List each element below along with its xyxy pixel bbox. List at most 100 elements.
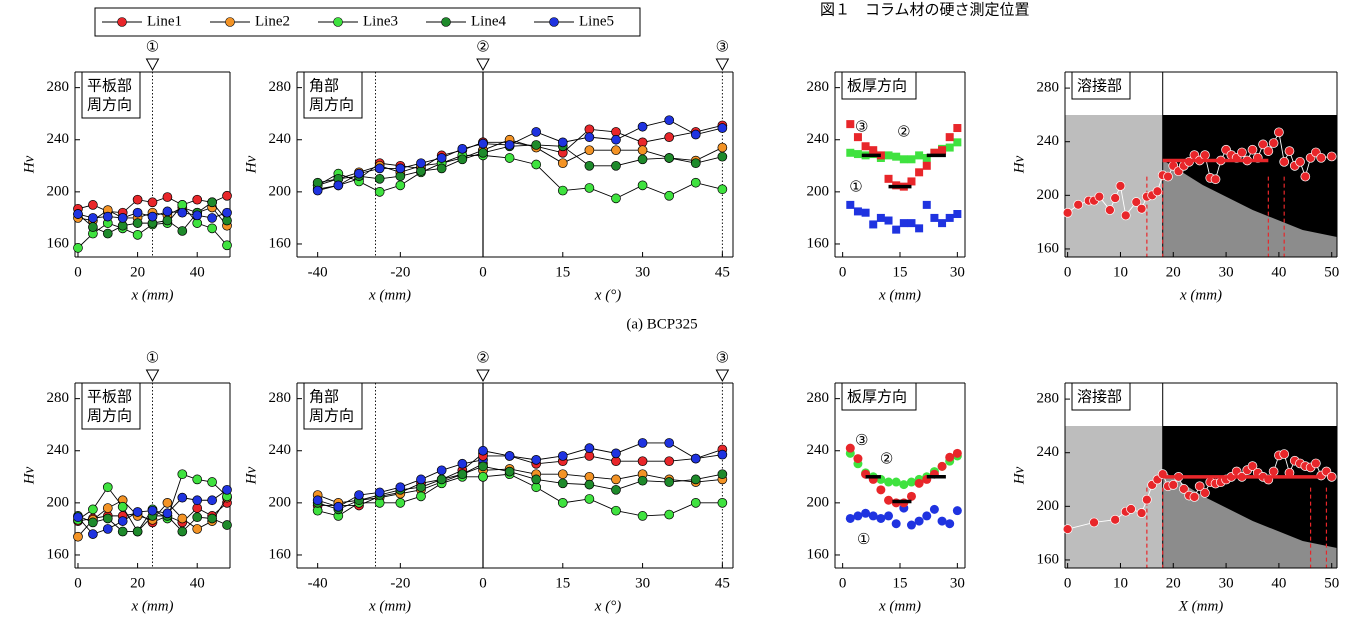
data-point (436, 465, 447, 476)
data-point (611, 145, 621, 156)
x-tick-label: 30 (1219, 575, 1234, 591)
data-point (416, 474, 426, 485)
y-axis-label: Hv (1011, 155, 1027, 174)
position-marker (715, 369, 730, 383)
data-point (938, 146, 947, 155)
data-point (930, 148, 939, 157)
series-label: ③ (855, 119, 868, 135)
data-point (557, 451, 568, 461)
data-point (531, 455, 542, 465)
x-axis-label: x (mm) (368, 598, 411, 614)
data-point (557, 469, 568, 480)
x-tick-label: -40 (308, 575, 328, 591)
data-point (478, 147, 488, 158)
data-point (1189, 492, 1200, 502)
data-point (891, 519, 901, 529)
data-point (162, 215, 173, 226)
data-point (937, 516, 947, 526)
data-point (637, 180, 648, 191)
data-point (222, 520, 232, 530)
legend-marker (333, 17, 343, 27)
data-point (717, 142, 728, 153)
position-label: ① (146, 39, 159, 55)
x-axis-label: x (mm) (1179, 287, 1222, 303)
photo-base-plate (1065, 115, 1163, 257)
caption: (a) BCP325 (626, 316, 697, 332)
data-point (531, 474, 542, 485)
data-point (73, 512, 83, 523)
y-tick-label: 160 (1037, 551, 1060, 567)
x-tick-label: 15 (893, 264, 908, 280)
data-point (945, 133, 954, 142)
data-point (1115, 181, 1126, 191)
data-point (132, 207, 143, 218)
legend-marker (441, 17, 451, 27)
data-point (922, 200, 931, 209)
data-point (531, 140, 542, 150)
data-point (922, 161, 931, 170)
series-line (483, 124, 723, 154)
data-point (1168, 480, 1179, 490)
data-point (584, 160, 595, 171)
data-point (395, 498, 406, 508)
y-tick-label: 160 (47, 546, 70, 562)
y-axis-label: Hv (243, 466, 259, 485)
data-point (207, 513, 217, 524)
data-point (899, 155, 908, 164)
data-point (664, 153, 675, 163)
annotation-box (1071, 71, 1131, 100)
x-axis-label: x (mm) (130, 287, 173, 303)
data-point (861, 508, 871, 518)
data-point (177, 513, 188, 524)
data-point (1268, 138, 1279, 148)
weld-bead (1162, 160, 1337, 257)
data-point (478, 445, 488, 456)
data-point (664, 115, 675, 126)
data-point (192, 512, 203, 523)
data-point (102, 513, 113, 524)
position-label: ③ (716, 350, 729, 366)
data-point (690, 129, 701, 140)
data-point (690, 498, 701, 508)
series-line (482, 154, 723, 199)
data-point (853, 511, 863, 521)
data-point (846, 200, 855, 209)
data-point (869, 220, 878, 229)
data-point (915, 224, 924, 233)
position-marker (145, 58, 160, 72)
data-point (717, 498, 728, 508)
annotation-text: 角部 (309, 388, 339, 406)
series-line (482, 465, 723, 491)
data-point (906, 477, 916, 487)
legend-label: Line4 (471, 13, 506, 29)
data-point (637, 475, 648, 486)
data-point (374, 187, 385, 197)
data-point (222, 240, 232, 251)
series-label: ③ (855, 433, 868, 449)
annotation-text: 平板部 (87, 77, 132, 95)
data-point (884, 495, 894, 505)
data-point (899, 219, 908, 228)
data-point (1258, 139, 1268, 150)
x-tick-label: 15 (555, 264, 570, 280)
legend-label: Line3 (363, 13, 398, 29)
data-point (333, 501, 344, 512)
data-point (664, 509, 675, 520)
x-tick-label: 0 (1064, 264, 1072, 280)
figure-title: 図１ コラム材の硬さ測定位置 (820, 1, 1030, 19)
x-tick-label: 40 (190, 264, 205, 280)
x-tick-label: 15 (893, 575, 908, 591)
y-tick-label: 160 (47, 235, 70, 251)
data-point (1131, 197, 1142, 207)
data-point (457, 144, 468, 154)
data-point (1268, 466, 1279, 477)
x-tick-label: 30 (635, 264, 650, 280)
data-point (416, 491, 426, 502)
series-line (483, 449, 723, 465)
y-tick-label: 200 (1037, 187, 1060, 203)
annotation-box (303, 71, 363, 119)
data-point (945, 452, 955, 462)
x-tick-label: 20 (1166, 264, 1181, 280)
data-point (914, 478, 924, 488)
data-point (1136, 508, 1147, 518)
